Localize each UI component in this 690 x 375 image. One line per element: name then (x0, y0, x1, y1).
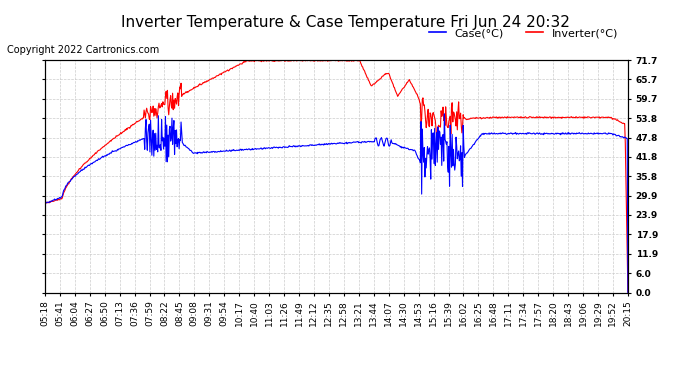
Text: Inverter Temperature & Case Temperature Fri Jun 24 20:32: Inverter Temperature & Case Temperature … (121, 15, 569, 30)
Legend: Case(°C), Inverter(°C): Case(°C), Inverter(°C) (424, 24, 622, 43)
Text: Copyright 2022 Cartronics.com: Copyright 2022 Cartronics.com (7, 45, 159, 55)
